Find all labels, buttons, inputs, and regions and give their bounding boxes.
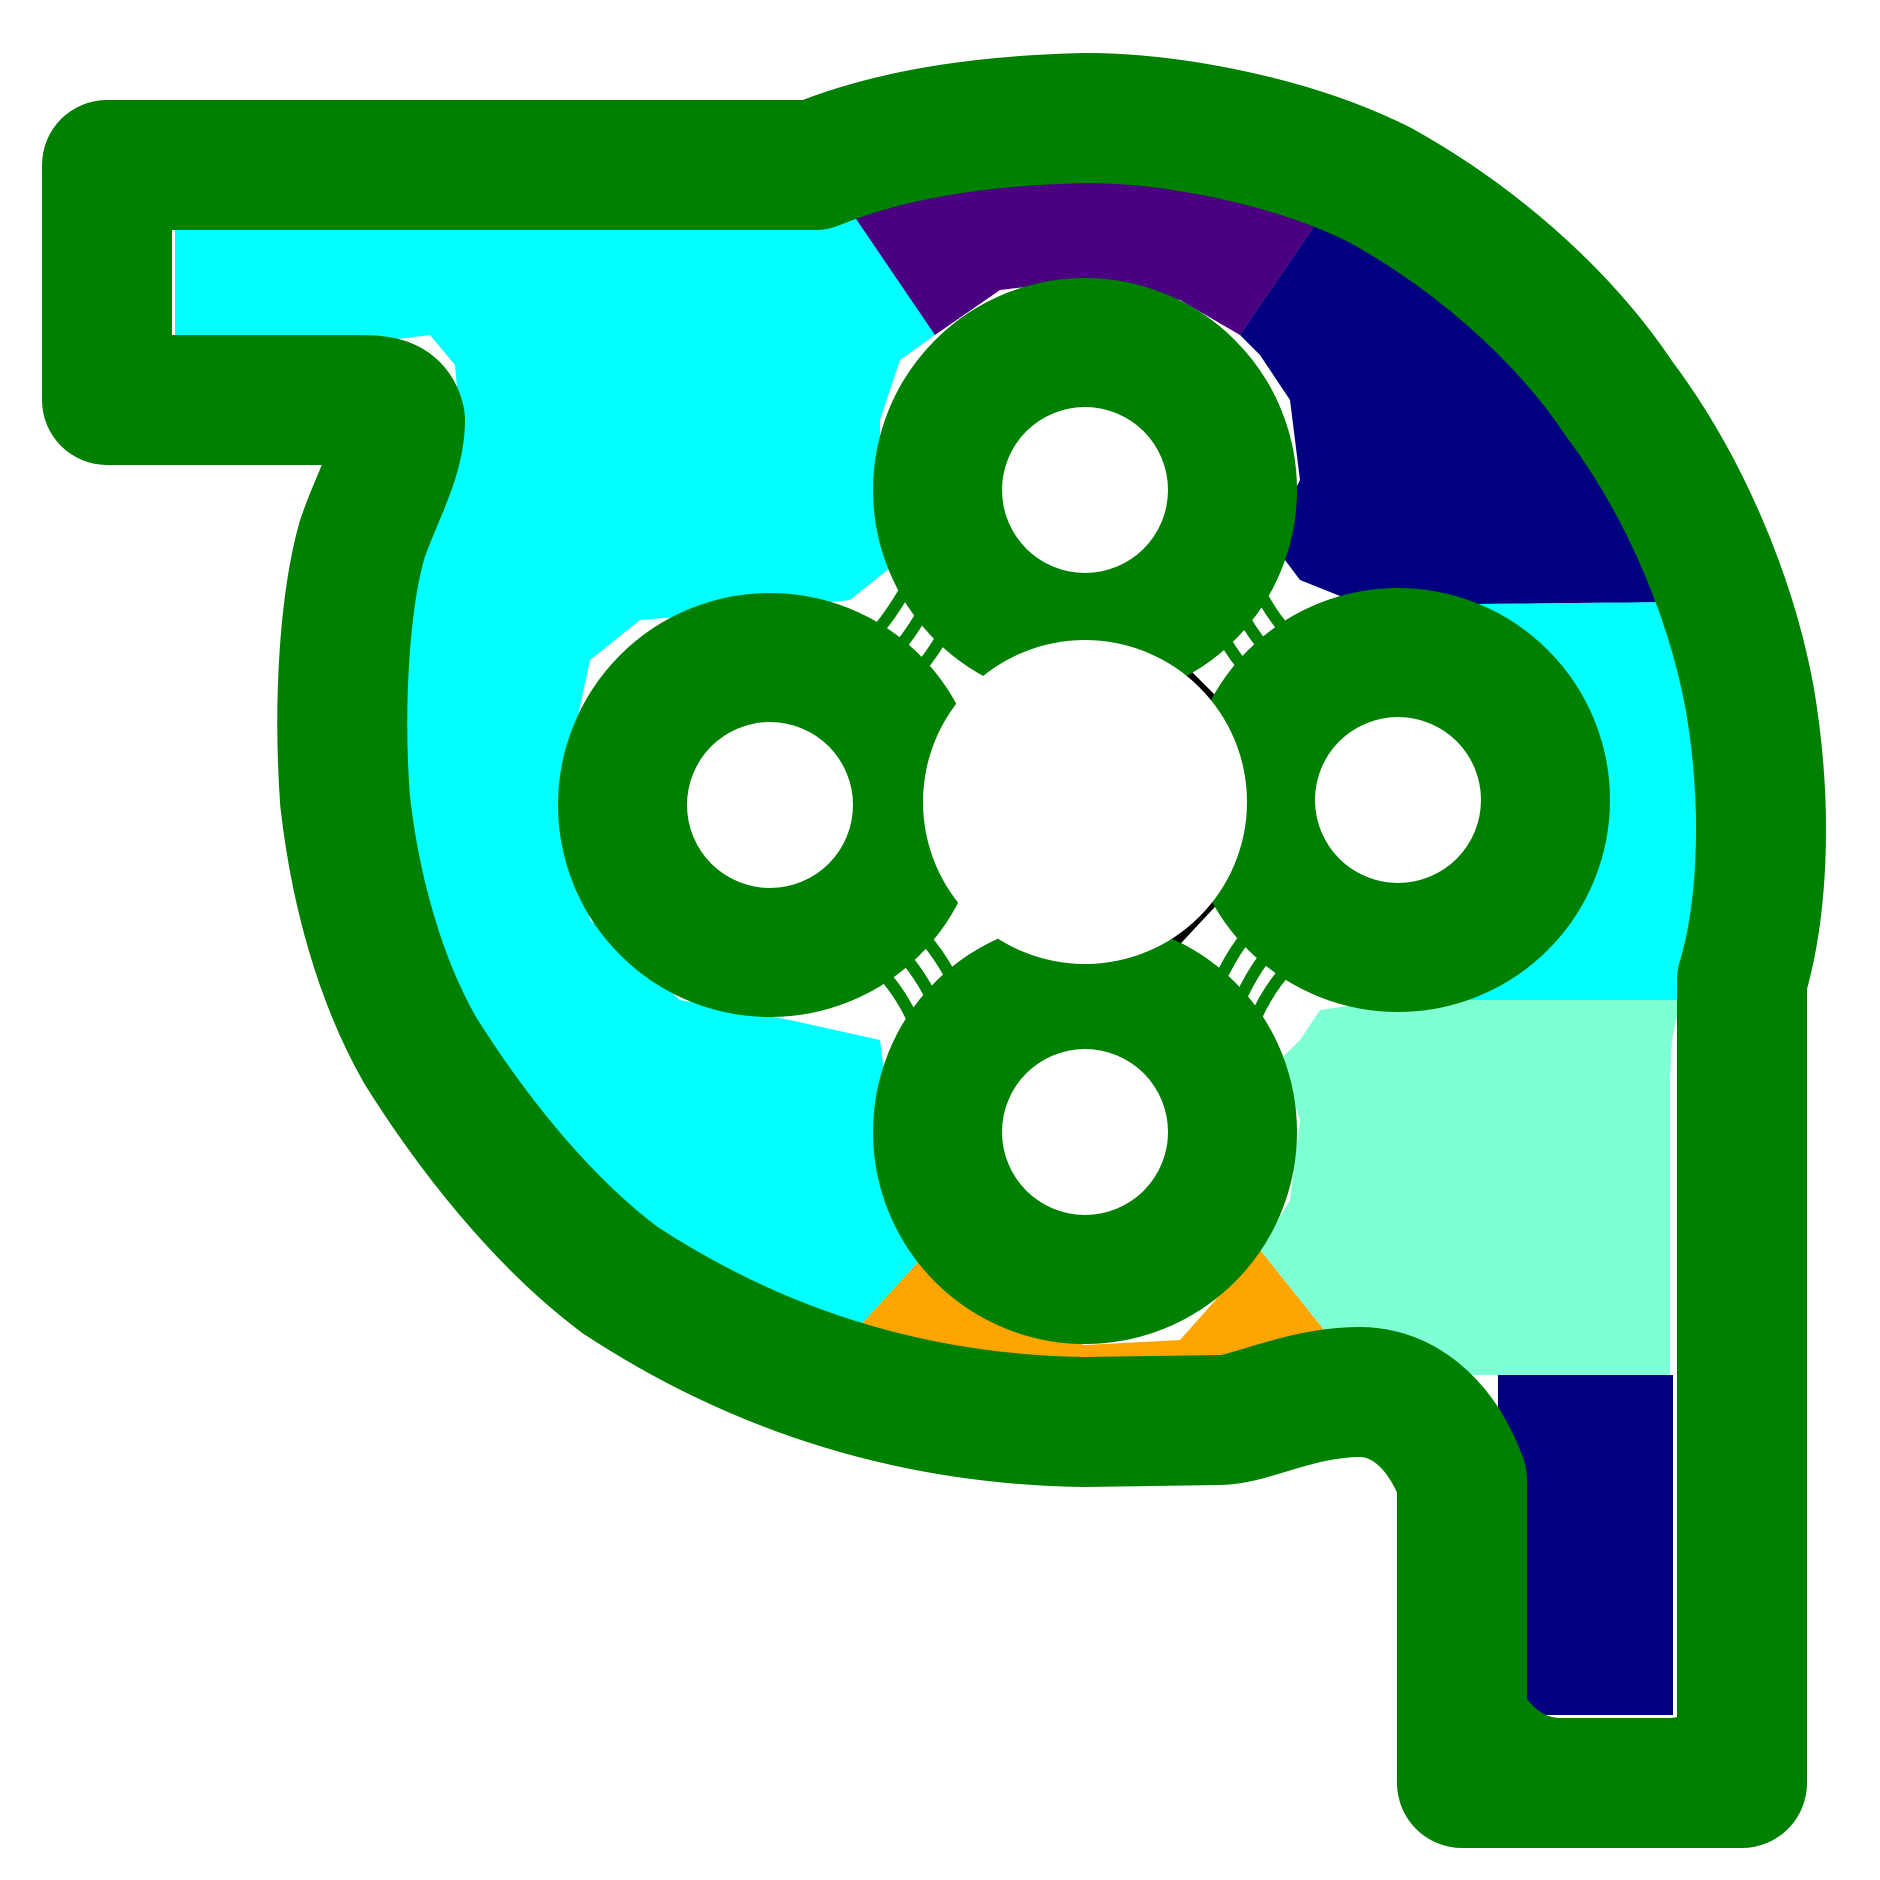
hole-right — [1315, 717, 1481, 883]
scallop-br-1 — [1239, 934, 1328, 1047]
lower-right-region — [1260, 1000, 1680, 1375]
hole-center — [923, 640, 1247, 964]
inlet-end-caps — [78, 113, 181, 417]
inlet-region — [175, 210, 935, 1375]
scallop-tr-3 — [1189, 572, 1289, 710]
lobe-ring-bottom — [873, 920, 1297, 1344]
top-region — [850, 168, 1322, 335]
scallop-tr-2 — [1214, 562, 1313, 691]
outlet-cap-2 — [1473, 1707, 1752, 1762]
scallop-tl-1 — [837, 552, 931, 666]
inlet-cap-1 — [78, 113, 121, 417]
hole-left — [687, 722, 853, 888]
scallop-bl-2 — [862, 919, 956, 1047]
scallop-br-3 — [1194, 895, 1289, 1037]
scallop-bl-3 — [881, 899, 981, 1042]
inlet-cap-3 — [138, 173, 181, 367]
rotor-scallops — [837, 552, 1333, 1052]
lobe-ring-right — [1186, 588, 1610, 1012]
scallop-tr-1 — [1239, 557, 1333, 671]
rotor-lobe-outline — [558, 278, 1610, 1344]
outlet-cap-3 — [1503, 1677, 1722, 1732]
scallop-tl-2 — [856, 557, 956, 686]
hole-top — [1002, 407, 1168, 573]
upper-right-region — [1240, 215, 1675, 605]
fluid-regions — [175, 168, 1710, 1715]
housing-outline-main — [42, 53, 1826, 1848]
housing-outline — [42, 53, 1826, 1848]
inlet-cap-2 — [108, 143, 151, 392]
rotor — [558, 278, 1610, 1344]
outlet-region — [1498, 1375, 1673, 1715]
scallop-br-2 — [1219, 914, 1309, 1042]
scallop-tl-3 — [881, 567, 981, 705]
outlet-cap-1 — [1443, 1737, 1782, 1792]
lobe-ring-left — [558, 593, 982, 1017]
scallop-bl-1 — [842, 939, 931, 1052]
housing-outline-echo-2 — [113, 139, 1736, 1772]
hole-bottom — [1002, 1049, 1168, 1215]
rotor-holes — [687, 407, 1481, 1215]
outlet-end-caps — [1443, 1677, 1782, 1792]
housing-outline-echo-1 — [83, 83, 1799, 1807]
lobe-ring-top — [873, 278, 1297, 702]
